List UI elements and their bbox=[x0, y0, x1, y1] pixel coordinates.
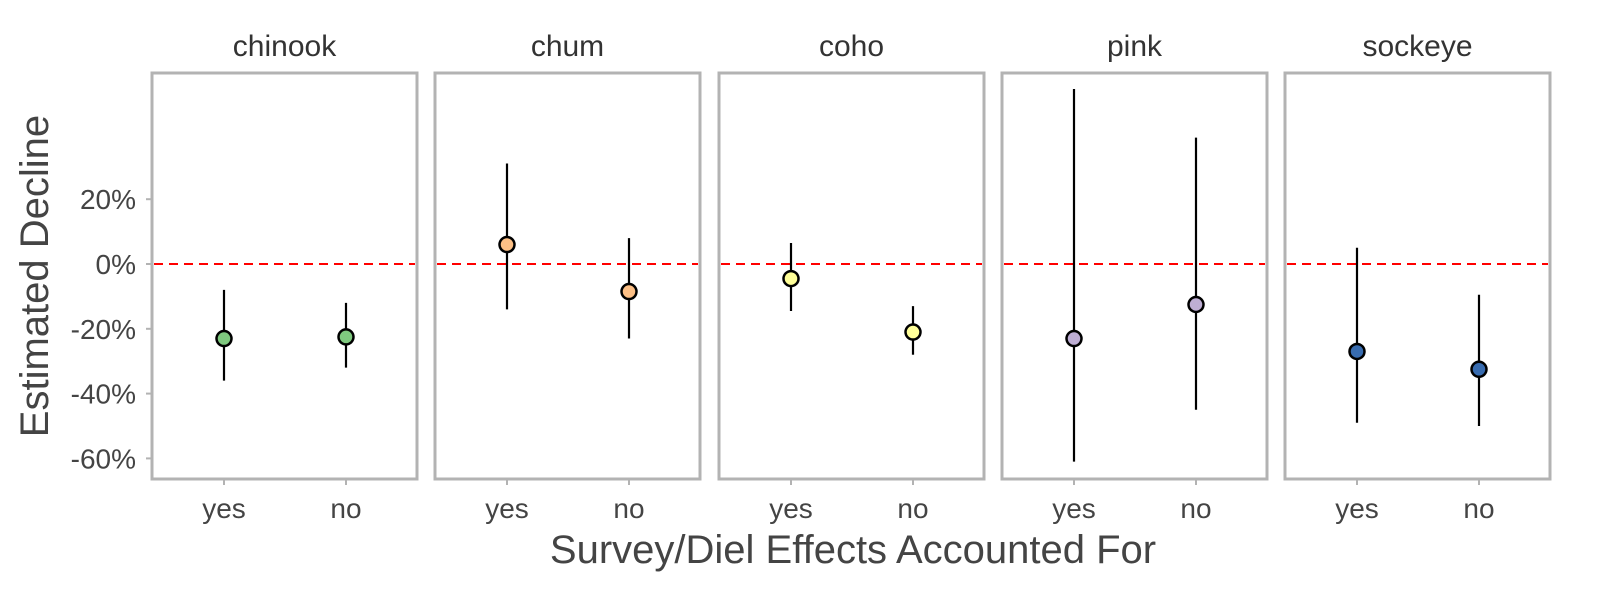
y-tick-label: 0% bbox=[96, 249, 136, 280]
y-tick-label: -20% bbox=[71, 314, 136, 345]
facet-title: sockeye bbox=[1362, 30, 1472, 63]
facet-sockeye: sockeye yes no bbox=[1283, 30, 1552, 524]
point-coho-yes bbox=[782, 269, 800, 288]
point-sockeye-no bbox=[1470, 360, 1488, 379]
x-tick-label: no bbox=[330, 493, 361, 524]
facet-pink: pink yes no bbox=[1000, 30, 1269, 524]
point-chinook-no bbox=[337, 328, 355, 346]
panel-border bbox=[717, 71, 986, 481]
facet-title: chum bbox=[531, 30, 604, 63]
facet-chum: chum yes no bbox=[433, 30, 702, 524]
x-tick-label: no bbox=[897, 493, 928, 524]
y-tick-label: 20% bbox=[80, 184, 136, 215]
y-tick-label: -40% bbox=[71, 379, 136, 410]
facet-title: pink bbox=[1107, 30, 1163, 63]
point-chum-no bbox=[620, 282, 638, 301]
panel-border bbox=[1283, 71, 1552, 481]
point-pink-no bbox=[1187, 295, 1205, 314]
panel-border bbox=[150, 71, 419, 481]
x-tick-label: no bbox=[1180, 493, 1211, 524]
x-tick-label: no bbox=[613, 493, 644, 524]
x-axis-title: Survey/Diel Effects Accounted For bbox=[550, 528, 1156, 572]
x-tick-label: yes bbox=[769, 493, 813, 524]
x-tick-label: yes bbox=[1335, 493, 1379, 524]
x-tick-label: no bbox=[1463, 493, 1494, 524]
point-chinook-yes bbox=[215, 329, 233, 348]
y-tick-label: -60% bbox=[71, 443, 136, 474]
point-coho-no bbox=[904, 323, 922, 341]
facet-coho: coho yes no bbox=[717, 30, 986, 524]
facet-title: coho bbox=[819, 30, 884, 63]
y-axis: 20% 0% -20% -40% -60% bbox=[71, 184, 152, 474]
panel-border bbox=[1000, 71, 1269, 481]
panel-border bbox=[433, 71, 702, 481]
x-tick-label: yes bbox=[202, 493, 246, 524]
y-axis-title: Estimated Decline bbox=[13, 115, 57, 437]
point-chum-yes bbox=[498, 235, 516, 254]
facet-title: chinook bbox=[233, 30, 337, 63]
facet-chinook: chinook yes no bbox=[150, 30, 419, 524]
x-tick-label: yes bbox=[485, 493, 529, 524]
point-sockeye-yes bbox=[1348, 342, 1366, 361]
x-tick-label: yes bbox=[1052, 493, 1096, 524]
point-pink-yes bbox=[1065, 329, 1083, 348]
